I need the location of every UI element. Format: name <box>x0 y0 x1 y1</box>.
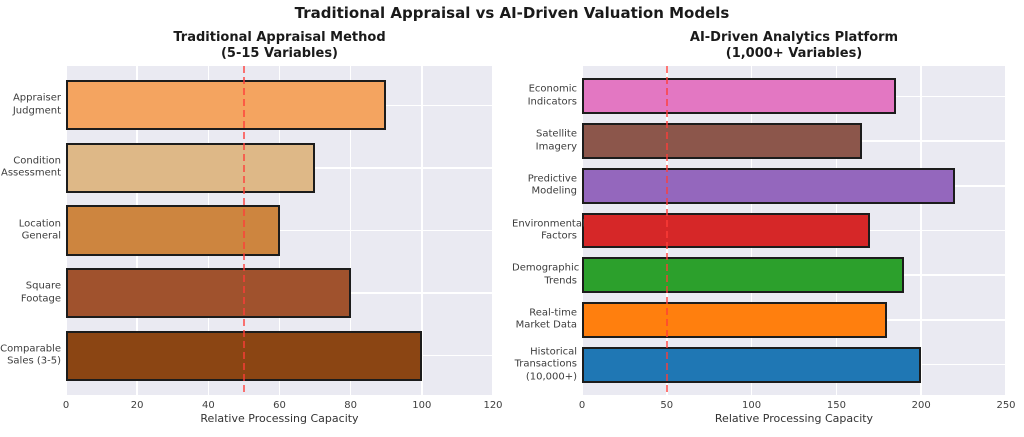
category-label-economic-indicators: Economic Indicators <box>527 83 577 108</box>
bar-condition-assessment <box>66 142 316 193</box>
chart-ai-x-axis-label: Relative Processing Capacity <box>714 412 874 425</box>
x-tick-80: 80 <box>344 400 358 411</box>
x-tick-60: 60 <box>273 400 286 411</box>
chart-traditional-title-line2: (5-15 Variables) <box>220 46 339 61</box>
bar-demographic-trends <box>582 257 905 294</box>
category-label-condition-assessment: Condition Assessment <box>1 155 61 179</box>
x-tick-150: 150 <box>826 400 846 411</box>
x-tick-40: 40 <box>201 400 215 411</box>
category-label-location-general: Location General <box>18 218 61 242</box>
bar-environmental-factors <box>582 212 871 249</box>
category-label-predictive-modeling: Predictive Modeling <box>527 173 577 197</box>
x-tick-0: 0 <box>62 400 70 411</box>
bar-real-time-market-data <box>582 302 888 338</box>
bar-square-footage <box>66 268 351 319</box>
category-label-square-footage: Square Footage <box>20 280 61 305</box>
reference-line-50 <box>665 66 668 395</box>
gridline-x-120 <box>492 66 494 395</box>
category-label-environmental-factors: Environmental Factors <box>512 218 585 242</box>
bar-economic-indicators <box>582 78 896 115</box>
chart-ai-title-line2: (1,000+ Variables) <box>725 46 863 61</box>
chart-ai-platform: AI-Driven Analytics Platform (1,000+ Var… <box>512 0 1024 437</box>
chart-ai-title: AI-Driven Analytics Platform (1,000+ Var… <box>582 30 1006 62</box>
chart-traditional-appraisal: Traditional Appraisal Method (5-15 Varia… <box>0 30 503 425</box>
category-label-appraiser-judgment: Appraiser Judgment <box>12 92 61 117</box>
category-label-comparable-sales-3-5: Comparable Sales (3-5) <box>0 343 61 367</box>
chart-traditional-plot-area <box>65 66 494 395</box>
bar-historical-transactions-10-000 <box>582 346 922 383</box>
gridline-x-250 <box>1005 66 1007 395</box>
x-tick-100: 100 <box>412 400 432 411</box>
chart-traditional-title-line1: Traditional Appraisal Method <box>173 30 386 45</box>
bar-location-general <box>66 205 280 256</box>
gridline-y-location-general <box>66 229 493 232</box>
chart-ai-plot-area <box>581 66 1007 395</box>
x-tick-50: 50 <box>660 400 674 411</box>
bar-satellite-imagery <box>582 123 862 159</box>
chart-traditional-title: Traditional Appraisal Method (5-15 Varia… <box>66 30 493 62</box>
category-label-real-time-market-data: Real-time Market Data <box>515 307 577 331</box>
x-tick-20: 20 <box>130 400 144 411</box>
x-tick-200: 200 <box>911 400 931 411</box>
main-title: Traditional Appraisal vs AI-Driven Valua… <box>294 4 730 22</box>
x-tick-120: 120 <box>483 400 503 411</box>
category-label-satellite-imagery: Satellite Imagery <box>535 128 577 153</box>
bar-predictive-modeling <box>582 167 956 204</box>
category-label-historical-transactions-10-000: Historical Transactions (10,000+) <box>514 345 577 382</box>
x-tick-250: 250 <box>996 400 1016 411</box>
x-tick-100: 100 <box>742 400 762 411</box>
category-label-demographic-trends: Demographic Trends <box>512 262 580 287</box>
chart-traditional-x-axis-label: Relative Processing Capacity <box>200 412 359 425</box>
bar-appraiser-judgment <box>66 80 387 131</box>
reference-line-50 <box>242 66 245 395</box>
x-tick-0: 0 <box>578 400 586 411</box>
chart-ai-title-line1: AI-Driven Analytics Platform <box>689 30 899 45</box>
